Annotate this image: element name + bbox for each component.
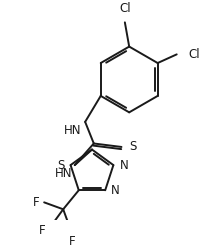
Text: S: S	[57, 158, 64, 172]
Text: N: N	[119, 158, 128, 172]
Text: S: S	[129, 140, 137, 154]
Text: HN: HN	[55, 167, 72, 180]
Text: F: F	[68, 235, 75, 248]
Text: HN: HN	[64, 124, 82, 137]
Text: Cl: Cl	[119, 2, 131, 15]
Text: N: N	[111, 184, 120, 197]
Text: F: F	[38, 223, 45, 237]
Text: F: F	[33, 196, 40, 209]
Text: Cl: Cl	[189, 48, 200, 61]
